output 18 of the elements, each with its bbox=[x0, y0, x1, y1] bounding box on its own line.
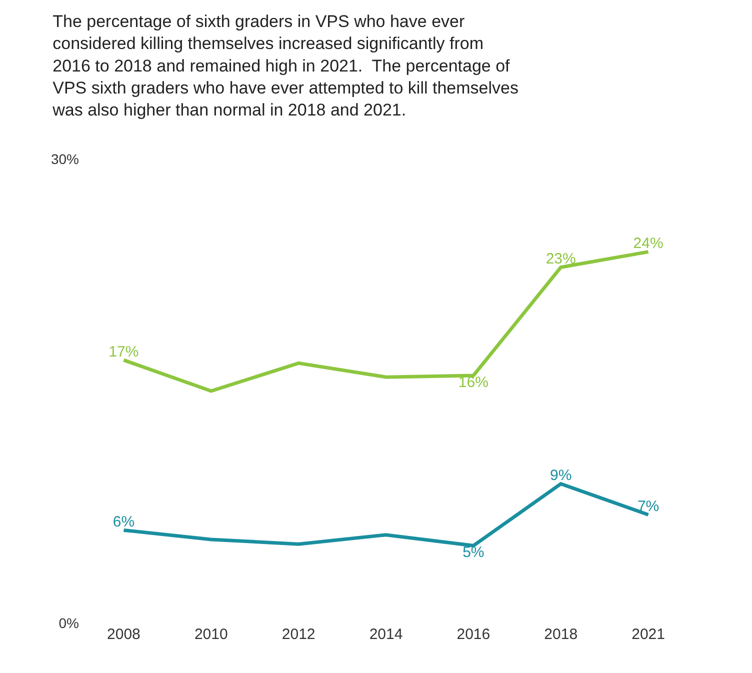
x-tick-label: 2010 bbox=[194, 626, 228, 643]
x-tick-label: 2008 bbox=[107, 626, 140, 643]
data-label: 16% bbox=[458, 374, 488, 391]
y-tick-label: 0% bbox=[58, 614, 79, 631]
chart-title: The percentage of sixth graders in VPS who have ever considered killing themselves increased significantly from 2016 to 2018 and remained high in 2021. The percentage of VPS sixth graders who have ever attempted to kill themselves was also higher than normal in 2018 and 2021. bbox=[52, 12, 518, 120]
data-label: 23% bbox=[546, 250, 576, 268]
data-label: 6% bbox=[112, 513, 135, 530]
data-label: 5% bbox=[462, 544, 484, 561]
x-tick-label: 2016 bbox=[456, 626, 490, 643]
data-label: 17% bbox=[108, 343, 139, 360]
x-tick-label: 2012 bbox=[282, 626, 316, 643]
y-tick-label: 30% bbox=[50, 150, 79, 167]
x-tick-label: 2018 bbox=[544, 626, 578, 643]
x-tick-label: 2014 bbox=[369, 626, 403, 643]
data-label: 7% bbox=[637, 498, 660, 515]
data-label: 24% bbox=[633, 235, 664, 252]
x-tick-label: 2021 bbox=[632, 626, 665, 643]
data-label: 9% bbox=[550, 467, 572, 484]
